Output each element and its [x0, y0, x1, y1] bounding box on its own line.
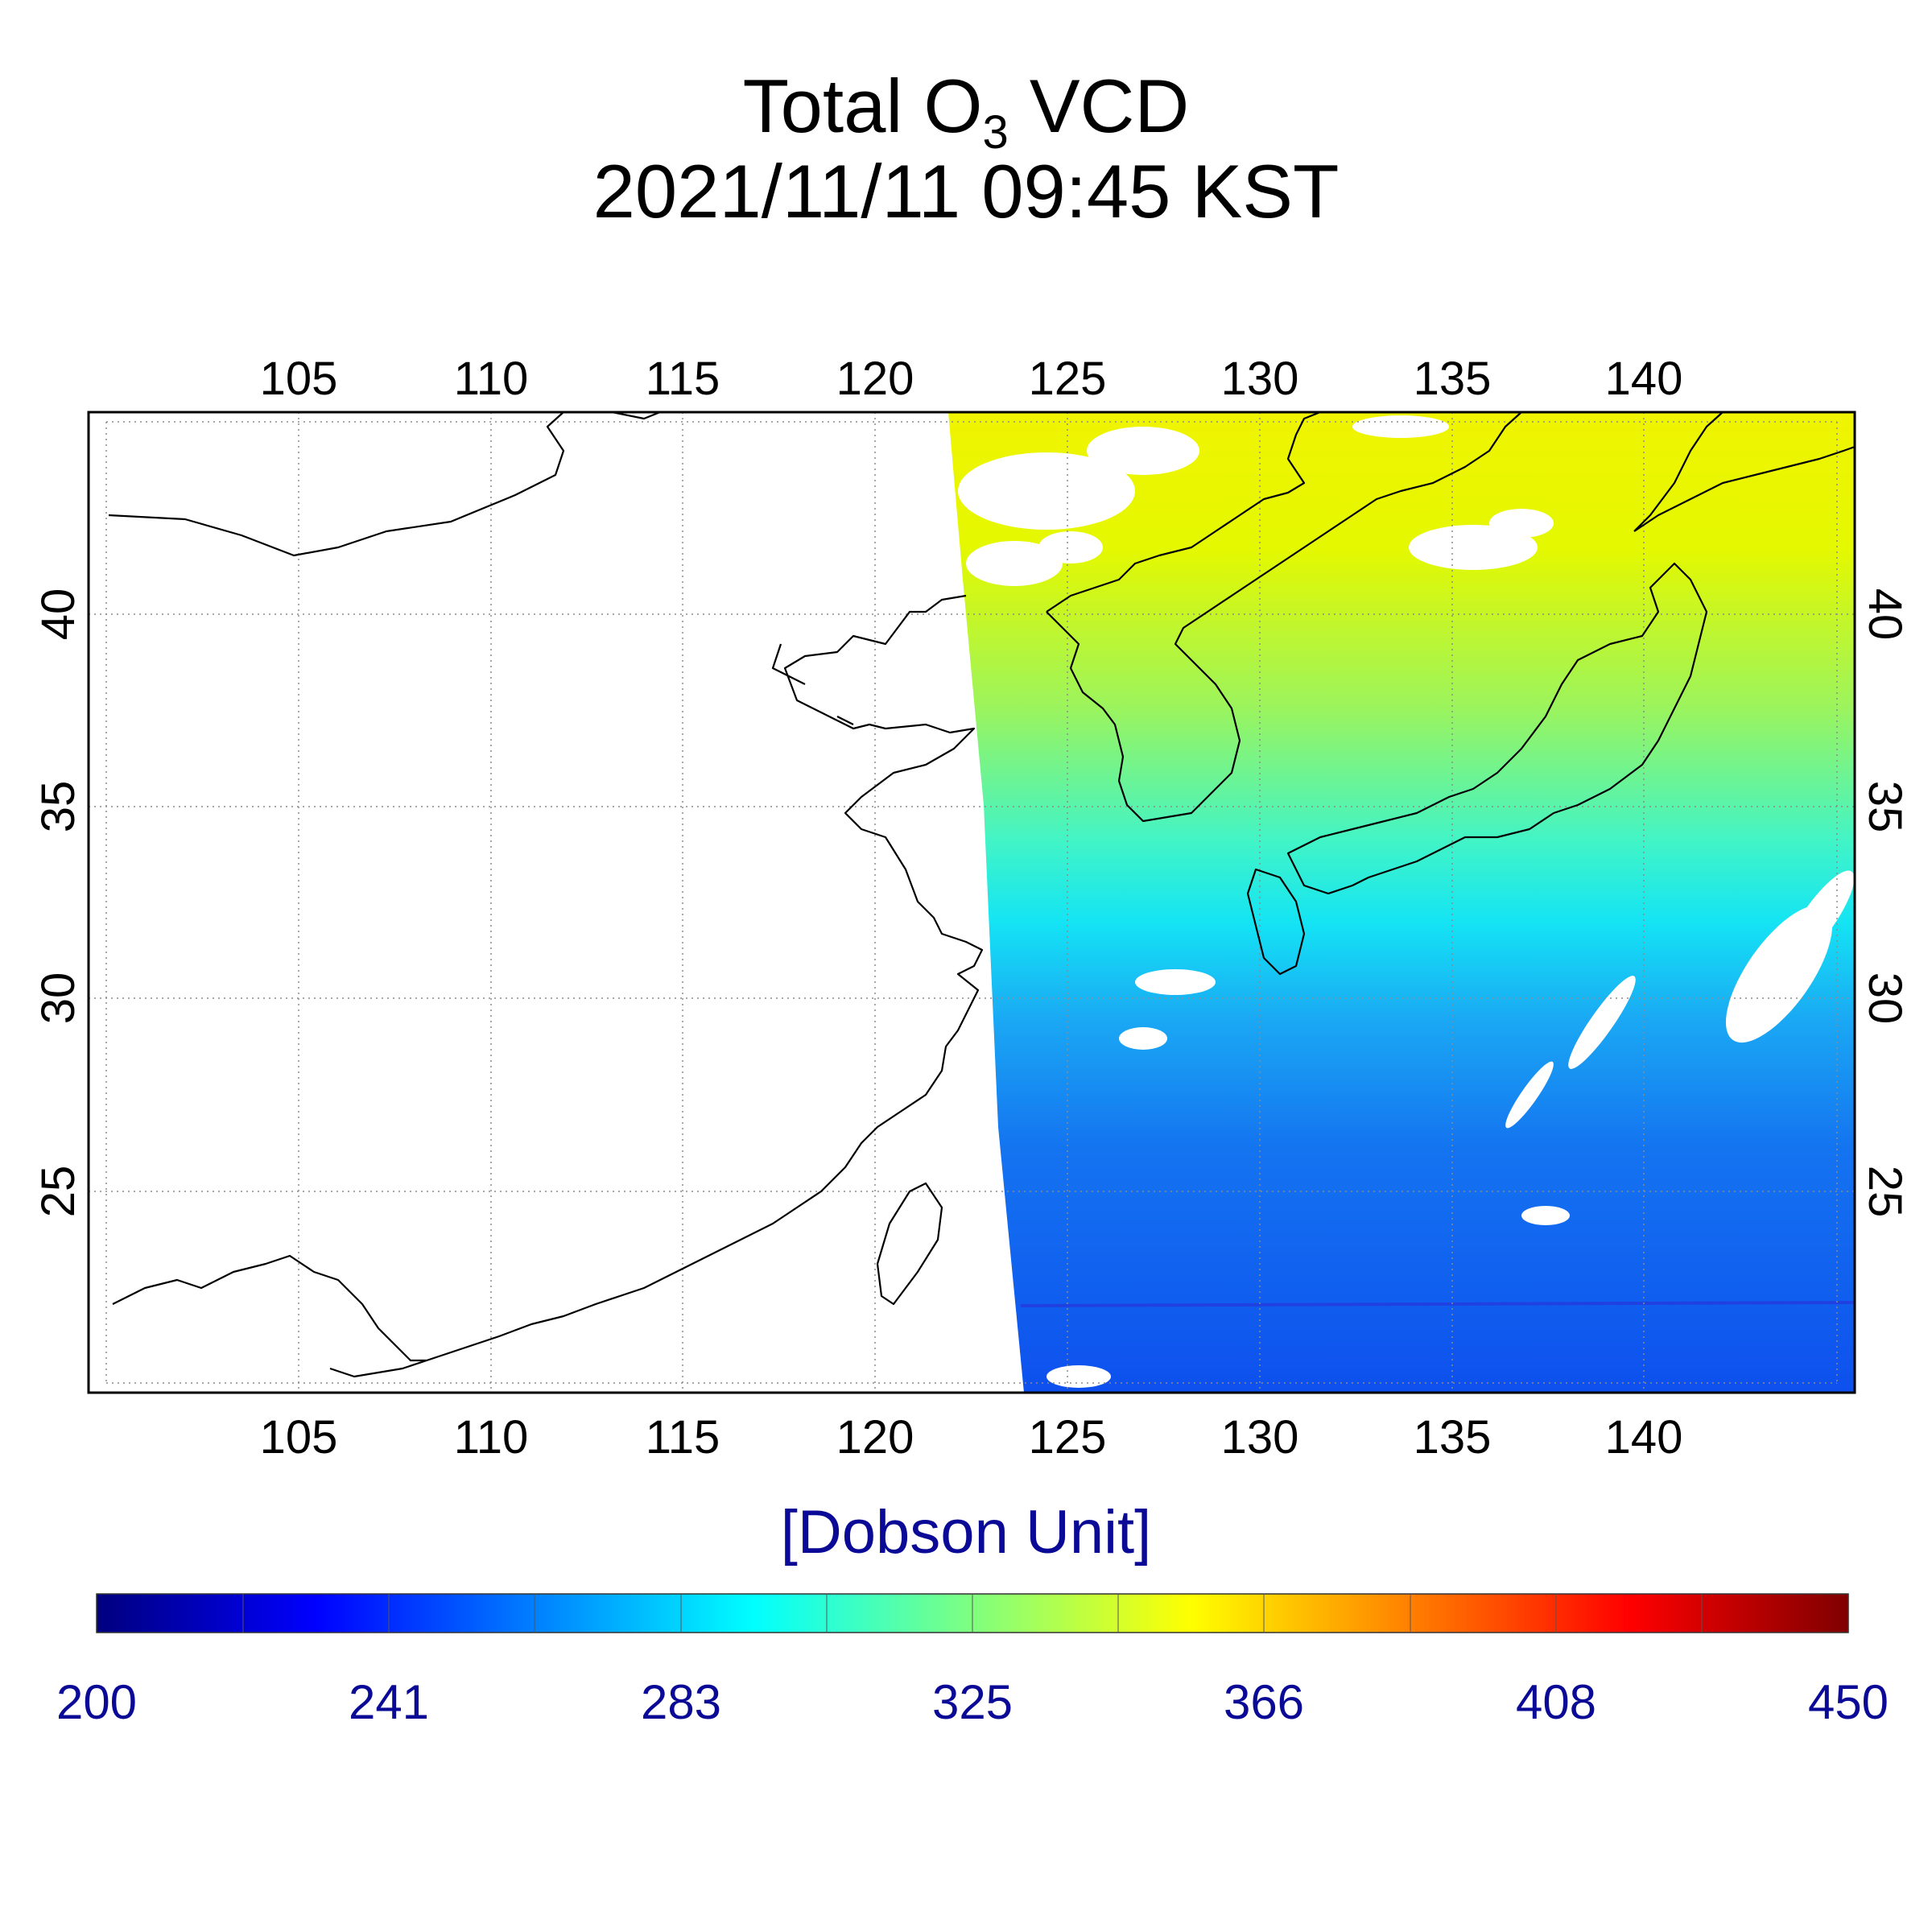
- lat-tick-left-25: 25: [32, 1166, 85, 1218]
- lat-tick-left-40: 40: [32, 588, 85, 641]
- lat-ticks-right: 40 35 30 25: [1859, 588, 1911, 1218]
- japan-kyushu: [1246, 868, 1306, 976]
- border-north-east: [611, 411, 661, 420]
- swath-stripe: [1020, 1301, 1855, 1307]
- lat-tick-right-40: 40: [1859, 588, 1911, 641]
- lon-tick-bottom-135: 135: [1414, 1411, 1492, 1463]
- lon-tick-bottom-130: 130: [1221, 1411, 1299, 1463]
- lat-tick-left-30: 30: [32, 972, 85, 1025]
- colorbar-tick-450: 450: [1807, 1675, 1889, 1729]
- japan-honshu: [1286, 562, 1708, 895]
- chart-title-datetime: 2021/11/11 09:45 KST: [592, 149, 1340, 233]
- lon-tick-bottom-115: 115: [646, 1411, 720, 1463]
- lat-tick-right-35: 35: [1859, 781, 1911, 833]
- colorbar-minor-ticks: [242, 1594, 1703, 1633]
- chart-title-line1: Total O3 VCD: [0, 63, 1932, 159]
- lon-tick-bottom-120: 120: [836, 1411, 914, 1463]
- colorbar-tick-325: 325: [931, 1675, 1013, 1729]
- cloud-mask: [958, 415, 1855, 1388]
- swath-fill: [948, 412, 1855, 1393]
- lon-tick-top-115: 115: [646, 353, 720, 405]
- lon-tick-top-120: 120: [836, 353, 914, 405]
- lon-tick-top-140: 140: [1605, 353, 1683, 405]
- lon-tick-top-130: 130: [1221, 353, 1299, 405]
- china-coast: [329, 594, 984, 1378]
- lon-tick-top-135: 135: [1414, 353, 1492, 405]
- colorbar-tick-241: 241: [348, 1675, 430, 1729]
- bohai-coast: [771, 643, 854, 725]
- lon-tick-bottom-125: 125: [1029, 1411, 1107, 1463]
- lon-tick-bottom-110: 110: [454, 1411, 528, 1463]
- japan-hokkaido: [1633, 411, 1856, 532]
- title-subscript: 3: [982, 106, 1009, 159]
- graticule: [89, 412, 1855, 1393]
- lon-ticks-top: 105 110 115 120 125 130 135 140: [260, 353, 1683, 405]
- korea-north-coast: [1046, 411, 1321, 613]
- taiwan: [876, 1182, 943, 1306]
- lon-ticks-bottom: 105 110 115 120 125 130 135 140: [260, 1411, 1683, 1463]
- colorbar-tick-283: 283: [640, 1675, 722, 1729]
- border-north: [108, 411, 565, 557]
- colorbar-tick-366: 366: [1223, 1675, 1305, 1729]
- title-prefix: Total O: [742, 64, 983, 148]
- lat-ticks-left: 40 35 30 25: [32, 588, 85, 1218]
- lat-tick-right-30: 30: [1859, 972, 1911, 1025]
- ozone-swath: [948, 412, 1855, 1393]
- lat-tick-left-35: 35: [32, 781, 85, 833]
- colorbar-tick-200: 200: [56, 1675, 138, 1729]
- lon-tick-top-105: 105: [260, 353, 338, 405]
- lon-tick-top-125: 125: [1029, 353, 1107, 405]
- lon-tick-top-110: 110: [454, 353, 528, 405]
- border-south: [112, 1254, 427, 1362]
- colorbar-tick-408: 408: [1515, 1675, 1597, 1729]
- colorbar-unit-label: [Dobson Unit]: [780, 1498, 1152, 1567]
- lon-tick-bottom-140: 140: [1605, 1411, 1683, 1463]
- lon-tick-bottom-105: 105: [260, 1411, 338, 1463]
- title-suffix: VCD: [1008, 64, 1190, 148]
- korea-coast: [1046, 411, 1522, 823]
- coastlines: [108, 411, 1856, 1378]
- lat-tick-right-25: 25: [1859, 1166, 1911, 1218]
- map-frame: [87, 411, 1856, 1394]
